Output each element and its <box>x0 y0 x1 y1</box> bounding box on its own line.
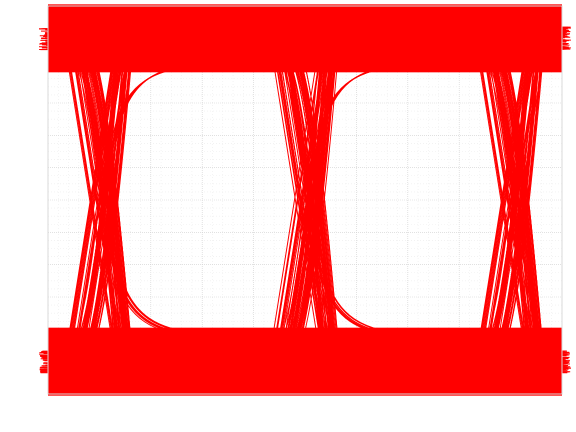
trace-series-1 <box>41 28 556 353</box>
trace-series-1 <box>53 27 568 352</box>
trace-series-1 <box>40 31 555 356</box>
trace-series-1 <box>44 43 559 369</box>
eye-edge-trace-1 <box>316 198 475 337</box>
eye-edge-trace-1 <box>314 199 473 338</box>
plot-frame <box>47 5 563 395</box>
eye-edge-trace-1 <box>313 62 472 201</box>
trace-series-0 <box>45 28 560 354</box>
eye-edge-trace-1 <box>316 60 475 199</box>
eye-edge-trace-0 <box>109 199 267 338</box>
eye-edge-trace-1 <box>313 200 471 339</box>
eye-edge-trace-0 <box>108 62 266 201</box>
eye-edge-trace-1 <box>313 63 471 202</box>
trace-series-1 <box>42 46 557 371</box>
eye-edge-trace-0 <box>108 200 267 339</box>
eye-edge-trace-0 <box>108 200 266 339</box>
eye-edge-trace-0 <box>108 62 267 201</box>
trace-series-0 <box>40 39 555 365</box>
eye-edge-trace-1 <box>313 200 472 339</box>
eye-edge-trace-1 <box>316 198 474 337</box>
eye-edge-trace-1 <box>312 63 471 202</box>
trace-series-1 <box>43 32 558 357</box>
eye-edge-trace-0 <box>111 60 269 199</box>
eye-edge-trace-1 <box>316 61 474 200</box>
trace-series-1 <box>56 39 571 364</box>
trace-series-1 <box>56 26 571 351</box>
trace-series-1 <box>40 43 555 369</box>
trace-series-1 <box>46 39 561 365</box>
eye-edge-trace-0 <box>109 61 267 200</box>
eye-edge-trace-0 <box>111 60 269 199</box>
trace-layer <box>39 26 571 374</box>
eye-edge-trace-1 <box>314 62 473 200</box>
eye-edge-trace-0 <box>111 198 269 337</box>
eye-edge-trace-0 <box>111 198 269 337</box>
eye-edge-trace-1 <box>312 201 471 340</box>
trace-series-1 <box>42 35 557 360</box>
eye-edge-trace-1 <box>314 62 473 201</box>
eye-edge-trace-0 <box>106 63 265 202</box>
eye-edge-trace-0 <box>109 61 267 200</box>
eye-edge-trace-0 <box>112 60 270 199</box>
eye-edge-trace-1 <box>312 201 471 340</box>
eye-edge-trace-1 <box>312 63 471 202</box>
trace-series-1 <box>55 33 570 359</box>
eye-edge-trace-0 <box>106 201 265 340</box>
eye-edge-trace-0 <box>109 199 267 338</box>
trace-series-1 <box>39 46 554 371</box>
eye-edge-trace-1 <box>314 199 473 338</box>
